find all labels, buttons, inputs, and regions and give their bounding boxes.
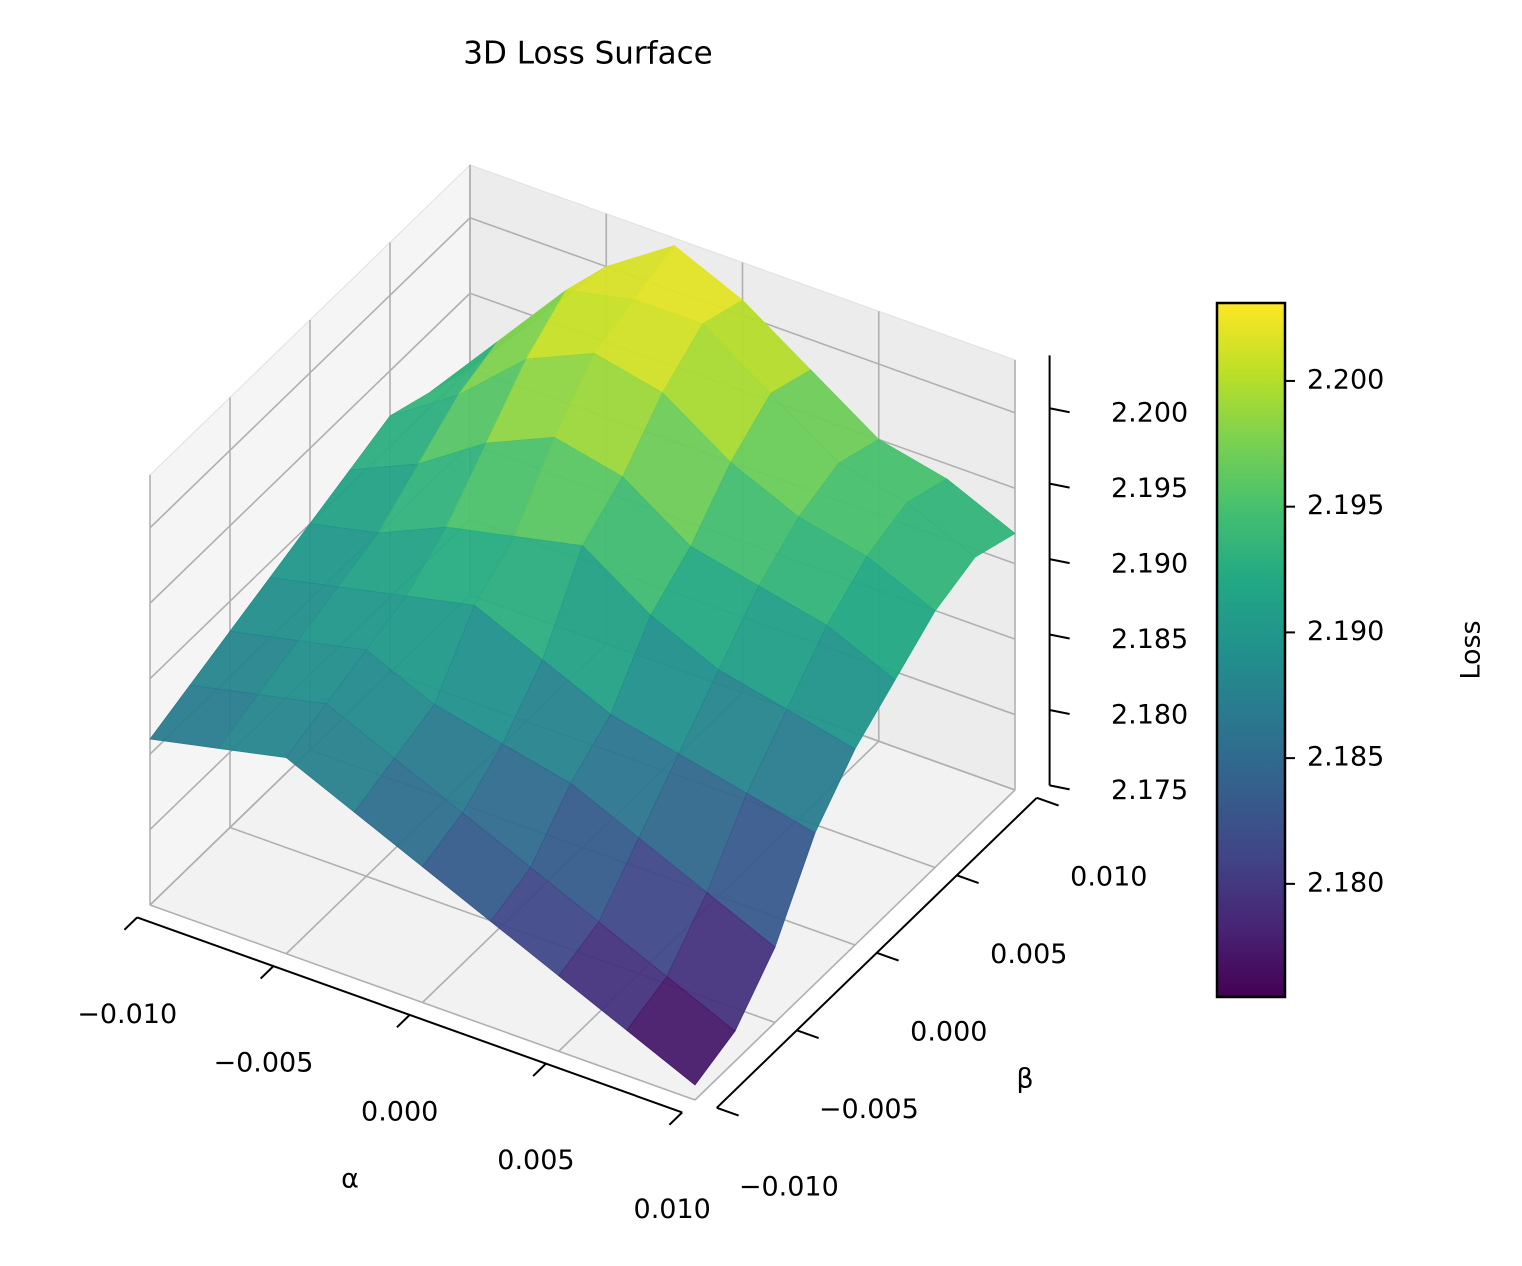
x-axis-label: α [341,1164,359,1195]
x-tick [259,965,275,980]
colorbar-tick-label: 2.185 [1307,742,1384,773]
surface-patch [626,975,736,1086]
z-tick [1049,633,1070,640]
x-tick [532,1062,547,1077]
x-tick [396,1014,411,1029]
y-tick [716,1106,739,1117]
z-tick [1049,708,1070,715]
z-tick [1049,407,1070,414]
y-tick-label: −0.005 [819,1094,919,1125]
x-tick-label: 0.010 [634,1194,711,1225]
colorbar-tick-label: 2.190 [1307,616,1384,647]
colorbar-tick-label: 2.195 [1307,490,1384,521]
y-tick-label: 0.010 [1070,861,1147,892]
colorbar-tick-label: 2.200 [1307,364,1384,395]
z-tick-label: 2.180 [1111,699,1188,730]
colorbar-tick-label: 2.180 [1307,867,1384,898]
grid-line [149,217,471,529]
grid-line [149,292,471,604]
z-tick-label: 2.200 [1111,398,1188,429]
grid-line [149,904,696,1101]
colorbar-label: Loss [1456,620,1487,679]
x-tick-label: 0.005 [497,1145,574,1176]
y-tick [876,951,899,962]
y-tick-label: 0.005 [990,939,1067,970]
z-tick-label: 2.190 [1111,549,1188,580]
z-tick-label: 2.185 [1111,624,1188,655]
colorbar [1215,301,1287,999]
y-tick [796,1029,819,1040]
x-tick-label: −0.010 [77,999,177,1030]
z-tick-label: 2.195 [1111,473,1188,504]
x-tick [123,916,138,931]
z-tick [1049,482,1070,489]
y-axis-label: β [1016,1064,1033,1095]
y-tick-label: 0.000 [910,1016,987,1047]
y-tick-label: −0.010 [739,1171,839,1202]
z-tick-label: 2.175 [1111,775,1188,806]
z-tick [1049,784,1070,791]
y-tick [1036,796,1059,807]
chart-title: 3D Loss Surface [463,36,712,72]
z-tick [1049,558,1070,565]
x-tick-label: 0.000 [361,1096,438,1127]
y-tick [956,874,979,885]
x-tick-label: −0.005 [213,1048,313,1079]
x-tick [668,1111,683,1126]
